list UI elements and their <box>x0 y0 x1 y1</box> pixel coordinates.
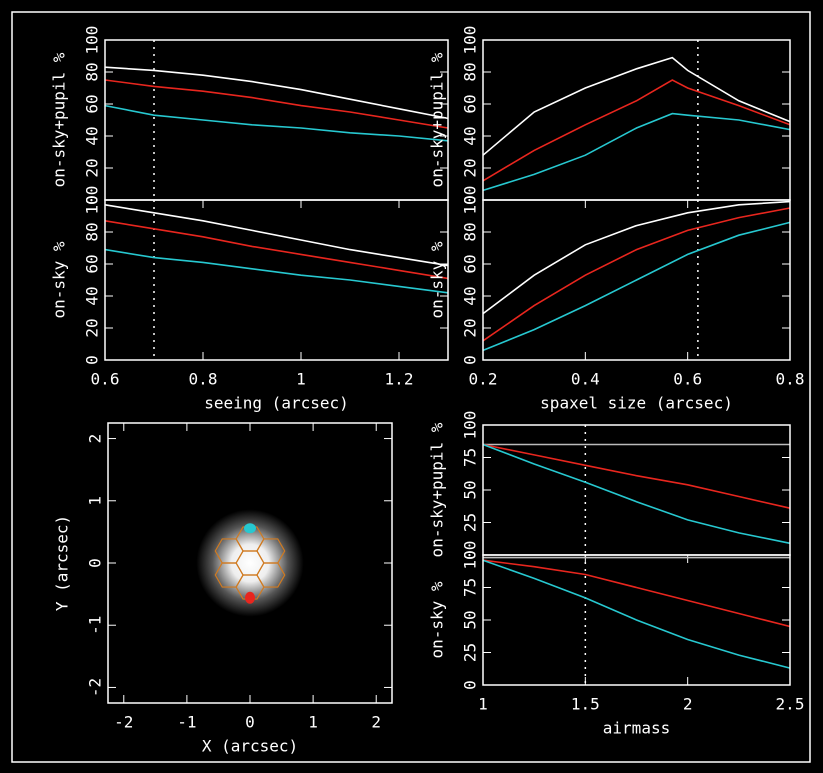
y-tick-label: -2 <box>86 678 105 697</box>
series-line <box>482 112 791 192</box>
y-tick-label: 0 <box>83 355 102 365</box>
y-tick-label: 20 <box>461 158 480 177</box>
y-tick-label: 1 <box>86 496 105 506</box>
series-line <box>482 559 791 669</box>
y-tick-label: 100 <box>83 26 102 55</box>
series-line <box>104 248 449 294</box>
spot-blue <box>244 523 256 534</box>
y-tick-label: 20 <box>83 158 102 177</box>
y-tick-label: -1 <box>86 616 105 635</box>
x-tick-label: 1 <box>478 695 488 714</box>
y-tick-label: 25 <box>461 643 480 662</box>
plot-frame <box>482 199 791 361</box>
y-tick-label: 75 <box>461 448 480 467</box>
y-tick-label: 40 <box>461 286 480 305</box>
y-axis-label: on-sky % <box>428 241 447 318</box>
series-line <box>482 200 791 315</box>
series-line <box>482 221 791 352</box>
y-tick-label: 100 <box>461 411 480 440</box>
x-tick-label: 1.5 <box>571 695 600 714</box>
y-tick-label: 60 <box>83 254 102 273</box>
y-tick-label: 80 <box>461 222 480 241</box>
series-line <box>482 443 791 545</box>
y-tick-label: 0 <box>461 680 480 690</box>
y-tick-label: 100 <box>461 26 480 55</box>
series-line <box>104 220 449 280</box>
y-tick-label: 75 <box>461 578 480 597</box>
x-tick-label: 2.5 <box>776 695 805 714</box>
x-tick-label: 0.4 <box>571 370 600 389</box>
plot-frame <box>482 554 791 686</box>
series-line <box>482 443 791 509</box>
x-tick-label: 2 <box>683 695 693 714</box>
y-axis-label: on-sky % <box>428 581 447 658</box>
psf-image <box>196 509 304 617</box>
y-tick-label: 80 <box>83 222 102 241</box>
x-tick-label: 0.6 <box>91 370 120 389</box>
y-tick-label: 40 <box>83 126 102 145</box>
y-axis-label: on-sky+pupil % <box>428 52 447 187</box>
x-tick-label: 1 <box>308 713 318 732</box>
y-axis-label: on-sky % <box>50 241 69 318</box>
y-tick-label: 0 <box>461 195 480 205</box>
y-axis-label: on-sky+pupil % <box>428 422 447 557</box>
series-line <box>482 207 791 342</box>
x-tick-label: 1.2 <box>385 370 414 389</box>
y-tick-label: 80 <box>461 62 480 81</box>
y-tick-label: 60 <box>461 94 480 113</box>
series-line <box>482 79 791 182</box>
y-tick-label: 20 <box>461 318 480 337</box>
y-tick-label: 100 <box>83 186 102 215</box>
series-line <box>104 79 449 129</box>
x-axis-label: airmass <box>603 719 670 738</box>
plot-frame <box>107 422 393 704</box>
y-tick-label: 25 <box>461 513 480 532</box>
y-tick-label: 20 <box>83 318 102 337</box>
outer-frame <box>11 11 811 763</box>
y-tick-label: 50 <box>461 610 480 629</box>
y-tick-label: 2 <box>86 434 105 444</box>
y-tick-label: 100 <box>461 186 480 215</box>
x-tick-label: 0.8 <box>189 370 218 389</box>
series-line <box>482 559 791 628</box>
y-tick-label: 0 <box>86 558 105 568</box>
y-tick-label: 50 <box>461 480 480 499</box>
y-tick-label: 0 <box>83 195 102 205</box>
y-tick-label: 60 <box>461 254 480 273</box>
y-tick-label: 0 <box>461 550 480 560</box>
series-line <box>482 56 791 156</box>
y-tick-label: 60 <box>83 94 102 113</box>
spot-red <box>245 591 255 604</box>
y-axis-label: on-sky+pupil % <box>50 52 69 187</box>
x-axis-label: seeing (arcsec) <box>204 394 349 413</box>
y-tick-label: 80 <box>83 62 102 81</box>
x-tick-label: -1 <box>177 713 196 732</box>
series-line <box>104 204 449 267</box>
x-tick-label: 2 <box>371 713 381 732</box>
x-tick-label: 0.8 <box>776 370 805 389</box>
y-tick-label: 100 <box>461 541 480 570</box>
y-axis-label: Y (arcsec) <box>53 515 72 611</box>
series-line <box>104 66 449 120</box>
x-tick-label: 0 <box>245 713 255 732</box>
y-tick-label: 40 <box>83 286 102 305</box>
y-tick-label: 40 <box>461 126 480 145</box>
hexagon <box>256 538 286 564</box>
plot-frame <box>104 199 449 361</box>
x-axis-label: spaxel size (arcsec) <box>540 394 733 413</box>
series-line <box>104 104 449 142</box>
x-tick-label: 0.2 <box>469 370 498 389</box>
x-tick-label: 1 <box>296 370 306 389</box>
x-tick-label: 0.6 <box>673 370 702 389</box>
x-tick-label: -2 <box>114 713 133 732</box>
y-tick-label: 0 <box>461 355 480 365</box>
x-axis-label: X (arcsec) <box>202 737 298 756</box>
